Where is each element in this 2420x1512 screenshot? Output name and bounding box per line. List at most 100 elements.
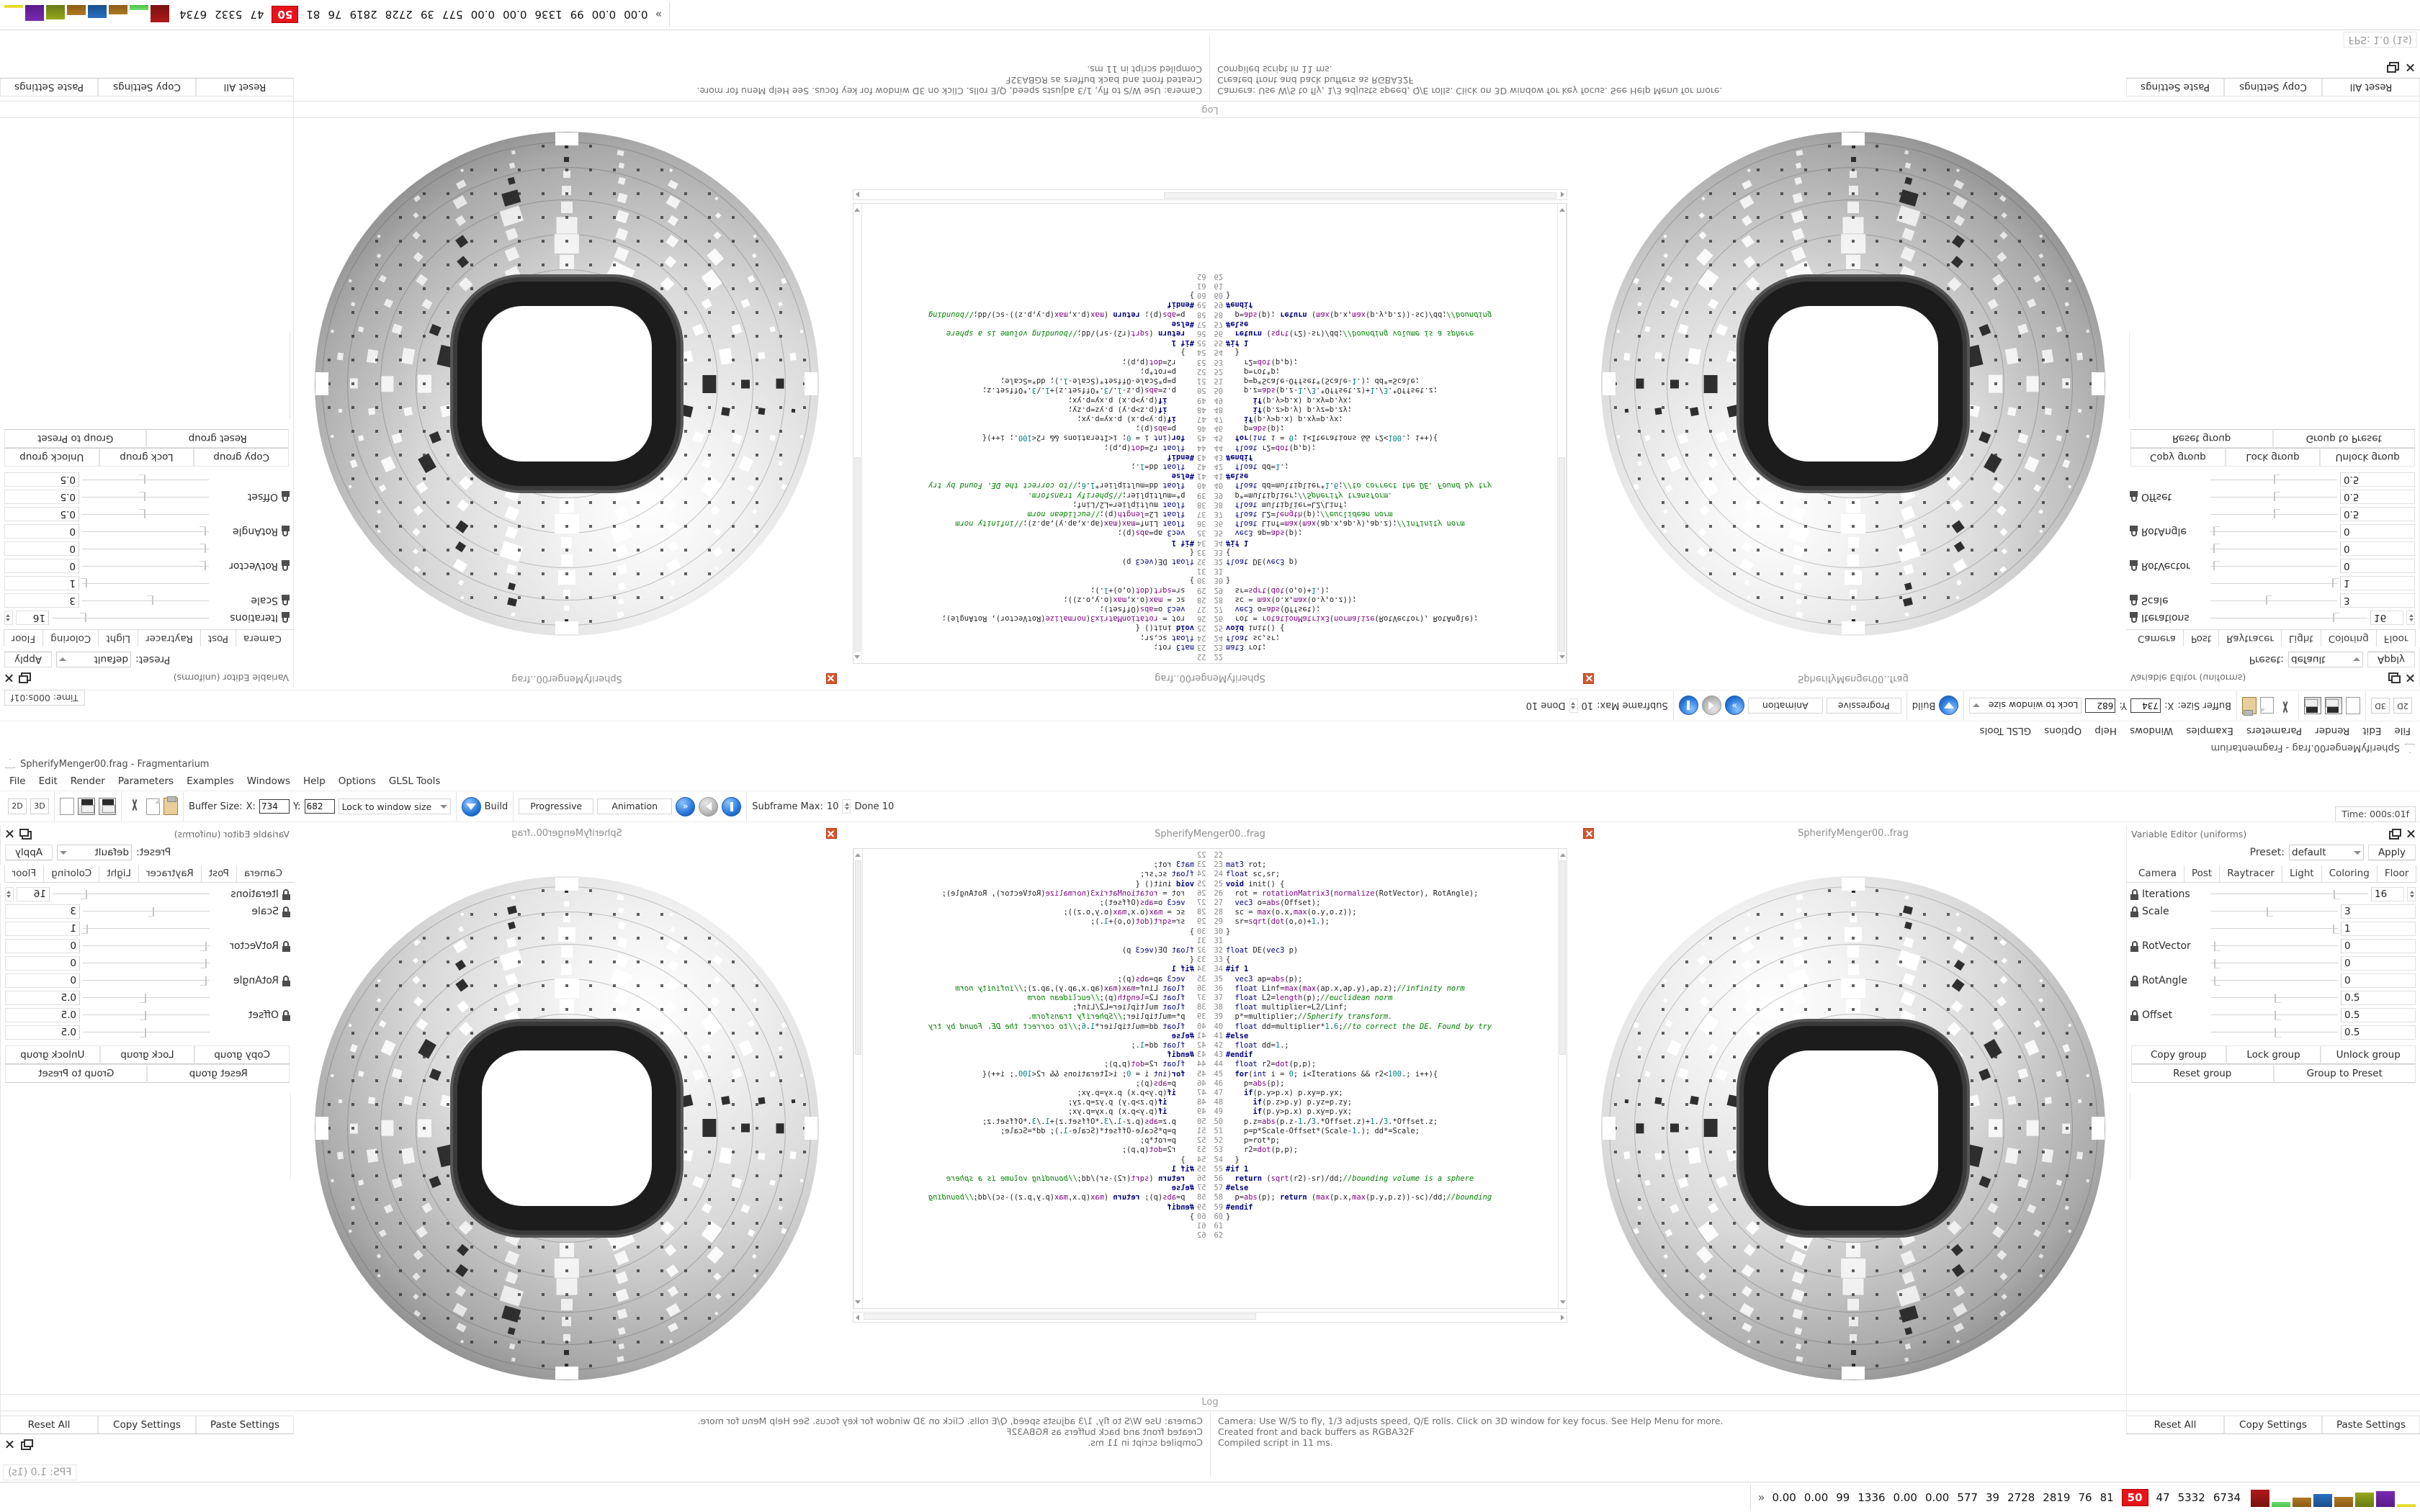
param-stepper[interactable] [5, 887, 14, 901]
editor-tab-label[interactable]: SpherifyMenger00..frag [1155, 673, 1265, 684]
tab-camera[interactable]: Camera [2130, 630, 2184, 647]
play-back-icon[interactable] [699, 797, 718, 816]
cut-icon[interactable] [2277, 698, 2293, 714]
param-value[interactable]: 0.5 [5, 991, 80, 1005]
tab-floor[interactable]: Floor [2378, 865, 2417, 882]
param-value[interactable]: 0.5 [4, 472, 79, 487]
param-slider[interactable] [83, 939, 210, 953]
param-value[interactable]: 3 [2341, 904, 2416, 919]
tab-light[interactable]: Light [99, 865, 138, 882]
render-view-left[interactable]: SpherifyMenger00..frag [1580, 96, 2126, 687]
close-icon[interactable] [2405, 673, 2415, 683]
lock-icon[interactable] [2129, 595, 2138, 606]
paste-icon[interactable] [2242, 697, 2257, 714]
param-slider[interactable] [2210, 524, 2337, 539]
save-file-icon[interactable] [99, 798, 116, 815]
copy-group-button[interactable]: Copy group [194, 1045, 290, 1064]
param-offset-x[interactable]: 0.5 [2129, 505, 2415, 523]
render-canvas-left[interactable] [1580, 99, 2126, 668]
scroll-thumb[interactable] [1559, 860, 1566, 1055]
param-value[interactable]: 0 [2341, 939, 2416, 953]
param-slider[interactable] [2210, 576, 2337, 590]
param-value[interactable]: 0.5 [4, 507, 79, 521]
param-rotangle[interactable]: RotAngle 0 [2129, 523, 2415, 540]
main-toolbar[interactable]: 2D 3D Buffer Size: X: 734 Y: [0, 791, 2420, 822]
group-to-preset-button[interactable]: Group to Preset [2273, 429, 2416, 448]
param-value[interactable]: 3 [5, 904, 80, 919]
cut-icon[interactable] [127, 798, 143, 814]
horizontal-scrollbar[interactable] [853, 1312, 1567, 1323]
save-file-icon[interactable] [2304, 697, 2321, 714]
scroll-left-icon[interactable] [1561, 192, 1564, 197]
copy-group-button[interactable]: Copy group [2131, 1045, 2226, 1064]
param-value[interactable]: 1 [4, 576, 79, 590]
play-back-icon[interactable] [1702, 696, 1721, 716]
unlock-group-button[interactable]: Unlock group [5, 1045, 100, 1064]
lock-group-button[interactable]: Lock group [100, 1045, 195, 1064]
reset-group-button[interactable]: Reset group [2131, 1064, 2274, 1083]
scroll-up-icon[interactable] [1559, 655, 1565, 661]
param-value[interactable]: 1 [2341, 922, 2416, 936]
scroll-up-icon[interactable] [854, 655, 860, 661]
param-rotangle[interactable]: RotAngle 0 [4, 523, 290, 540]
param-rotvector-z[interactable]: 0 [5, 955, 291, 972]
param-slider[interactable] [2210, 559, 2337, 573]
param-scale[interactable]: Scale 3 [2129, 592, 2415, 609]
buffer-y-input[interactable]: 682 [2085, 698, 2115, 713]
lock-icon[interactable] [2129, 561, 2138, 572]
tab-camera[interactable]: Camera [236, 865, 290, 882]
param-value[interactable]: 0 [5, 956, 80, 971]
close-icon[interactable] [2406, 829, 2416, 839]
subframe-max-stepper[interactable] [842, 799, 851, 814]
param-rotvector-x[interactable]: 1 [4, 575, 290, 592]
copy-icon[interactable] [146, 798, 160, 815]
copy-group-button[interactable]: Copy group [194, 448, 289, 467]
preset-combo[interactable]: default [2289, 845, 2364, 860]
editor-pane-right[interactable]: 22 23mat3 rot;24float sc,sr;25void init(… [1210, 849, 1567, 1308]
editor-pane-right[interactable]: 22 23mat3 rot;24float sc,sr;25void init(… [853, 204, 1210, 663]
lock-icon[interactable] [2130, 976, 2139, 986]
code-text-left[interactable]: 22 23mat3 rot;24float sc,sr;25void init(… [1210, 271, 1566, 663]
param-scale[interactable]: Scale 3 [2130, 903, 2416, 920]
zoom-3d-button[interactable]: 3D [30, 798, 49, 814]
build-icon[interactable] [462, 797, 481, 816]
menu-render[interactable]: Render [64, 773, 112, 789]
subframe-max-stepper[interactable] [1569, 698, 1578, 713]
preset-combo-left[interactable]: default [2288, 652, 2363, 667]
preset-combo-left[interactable]: default [57, 845, 132, 860]
param-stepper[interactable] [2407, 887, 2416, 901]
lock-icon[interactable] [2129, 613, 2138, 624]
param-rotvector[interactable]: RotVector 0 [5, 937, 291, 955]
scroll-up-icon[interactable] [855, 851, 861, 857]
scroll-thumb[interactable] [1559, 457, 1565, 652]
render-canvas-right[interactable] [294, 99, 840, 668]
param-slider[interactable] [82, 524, 209, 539]
param-iterations[interactable]: Iterations 16 [2129, 609, 2415, 626]
variable-tabs-left[interactable]: Camera Post Raytracer Light Coloring Flo… [1, 863, 294, 883]
code-text-left[interactable]: 22 23mat3 rot;24float sc,sr;25void init(… [854, 849, 1210, 1241]
param-offset-x[interactable]: 0.5 [2130, 989, 2416, 1007]
copy-group-button[interactable]: Copy group [2130, 448, 2226, 467]
lock-icon[interactable] [281, 595, 290, 606]
param-slider[interactable] [2211, 991, 2338, 1005]
preset-combo[interactable]: default [56, 652, 131, 667]
tray-expand-icon[interactable]: » [1758, 1492, 1765, 1503]
param-offset-z[interactable]: 0.5 [4, 471, 290, 488]
param-offset-z[interactable]: 0.5 [5, 1024, 291, 1041]
param-rotvector-x[interactable]: 1 [2130, 920, 2416, 937]
param-value[interactable]: 0 [5, 939, 80, 953]
reset-group-button[interactable]: Reset group [147, 429, 290, 448]
vertical-scrollbar[interactable] [1558, 849, 1567, 1308]
progressive-button[interactable]: Progressive [519, 798, 593, 814]
param-slider[interactable] [82, 593, 209, 608]
lock-icon[interactable] [2129, 526, 2138, 537]
param-value[interactable]: 0.5 [5, 1008, 80, 1022]
param-slider[interactable] [2210, 472, 2337, 487]
param-rotvector[interactable]: RotVector 0 [4, 557, 290, 575]
lock-icon[interactable] [281, 613, 290, 624]
zoom-3d-button[interactable]: 3D [2371, 698, 2390, 714]
param-value[interactable]: 0.5 [5, 1025, 80, 1040]
vertical-scrollbar[interactable] [1557, 204, 1566, 663]
menubar[interactable]: File Edit Render Parameters Examples Win… [0, 721, 2420, 740]
render-view-right[interactable]: SpherifyMenger00..frag [1580, 825, 2126, 1416]
